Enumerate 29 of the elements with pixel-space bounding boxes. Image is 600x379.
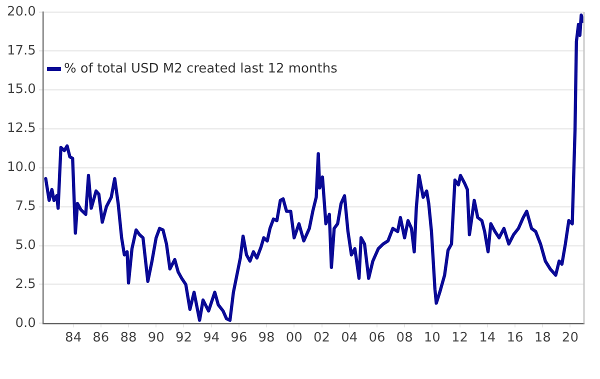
x-tick-label: 84 [65,330,82,346]
x-tick-label: 94 [203,330,220,346]
y-tick-label: 12.5 [6,121,36,136]
y-tick-label: 7.5 [15,199,36,214]
y-tick-label: 5.0 [15,238,36,253]
x-tick-label: 88 [120,330,137,346]
x-tick-label: 00 [286,330,302,346]
y-tick-label: 20.0 [6,4,36,20]
x-tick-label: 10 [424,330,440,346]
x-tick-label: 14 [479,330,496,346]
x-tick-label: 86 [92,330,110,346]
x-tick-label: 08 [396,330,413,346]
legend-label: % of total USD M2 created last 12 months [64,61,338,76]
x-tick-label: 92 [175,330,192,346]
x-tick-label: 96 [230,330,248,346]
y-tick-label: 2.5 [15,276,36,292]
x-tick-label: 90 [148,330,164,346]
x-tick-label: 20 [562,330,578,346]
y-tick-label: 15.0 [6,82,36,98]
x-tick-label: 16 [506,330,524,346]
x-tick-label: 04 [341,330,358,346]
x-tick-label: 98 [258,330,275,346]
x-tick-label: 18 [534,330,551,346]
x-tick-label: 12 [452,330,468,346]
x-tick-label: 06 [368,330,386,346]
y-tick-label: 10.0 [6,160,36,176]
x-tick-label: 02 [313,330,330,346]
y-tick-label: 17.5 [6,43,36,58]
y-tick-label: 0.0 [15,316,36,331]
